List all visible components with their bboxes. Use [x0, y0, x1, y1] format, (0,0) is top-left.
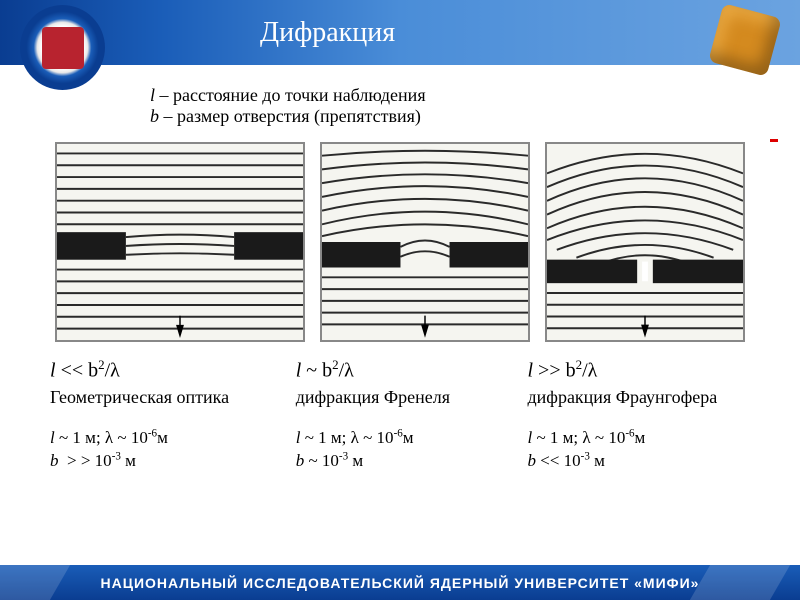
university-logo-icon [20, 5, 105, 90]
slide-footer: НАЦИОНАЛЬНЫЙ ИССЛЕДОВАТЕЛЬСКИЙ ЯДЕРНЫЙ У… [0, 565, 800, 600]
formula-3: l >> b2/λ [527, 357, 750, 383]
col-geometric: l << b2/λ Геометрическая оптика l ~ 1 м;… [50, 357, 296, 473]
column-labels: l << b2/λ Геометрическая оптика l ~ 1 м;… [30, 357, 770, 473]
diagram-geometric-optics [55, 142, 305, 342]
def-l-text: – расстояние до точки наблюдения [155, 85, 426, 105]
col-fresnel: l ~ b2/λ дифракция Френеля l ~ 1 м; λ ~ … [296, 357, 528, 473]
diagram-fraunhofer [545, 142, 745, 342]
slide-content: l – расстояние до точки наблюдения b – р… [0, 65, 800, 473]
type-1: Геометрическая оптика [50, 387, 296, 408]
slide-header: Дифракция [0, 0, 800, 65]
scale-2: l ~ 1 м; λ ~ 10-6м b ~ 10-3 м [296, 426, 528, 474]
footer-text: НАЦИОНАЛЬНЫЙ ИССЛЕДОВАТЕЛЬСКИЙ ЯДЕРНЫЙ У… [101, 575, 700, 591]
variable-definitions: l – расстояние до точки наблюдения b – р… [150, 85, 770, 127]
formula-1: l << b2/λ [50, 357, 296, 383]
type-3: дифракция Фраунгофера [527, 387, 750, 408]
scale-3: l ~ 1 м; λ ~ 10-6м b << 10-3 м [527, 426, 750, 474]
def-b-text: – размер отверстия (препятствия) [159, 106, 421, 126]
var-b: b [150, 106, 159, 126]
scale-1: l ~ 1 м; λ ~ 10-6м b > > 10-3 м [50, 426, 296, 474]
diagram-fresnel [320, 142, 530, 342]
diffraction-diagrams [30, 142, 770, 342]
slide-title: Дифракция [260, 17, 395, 49]
formula-2: l ~ b2/λ [296, 357, 528, 383]
type-2: дифракция Френеля [296, 387, 528, 408]
col-fraunhofer: l >> b2/λ дифракция Фраунгофера l ~ 1 м;… [527, 357, 750, 473]
